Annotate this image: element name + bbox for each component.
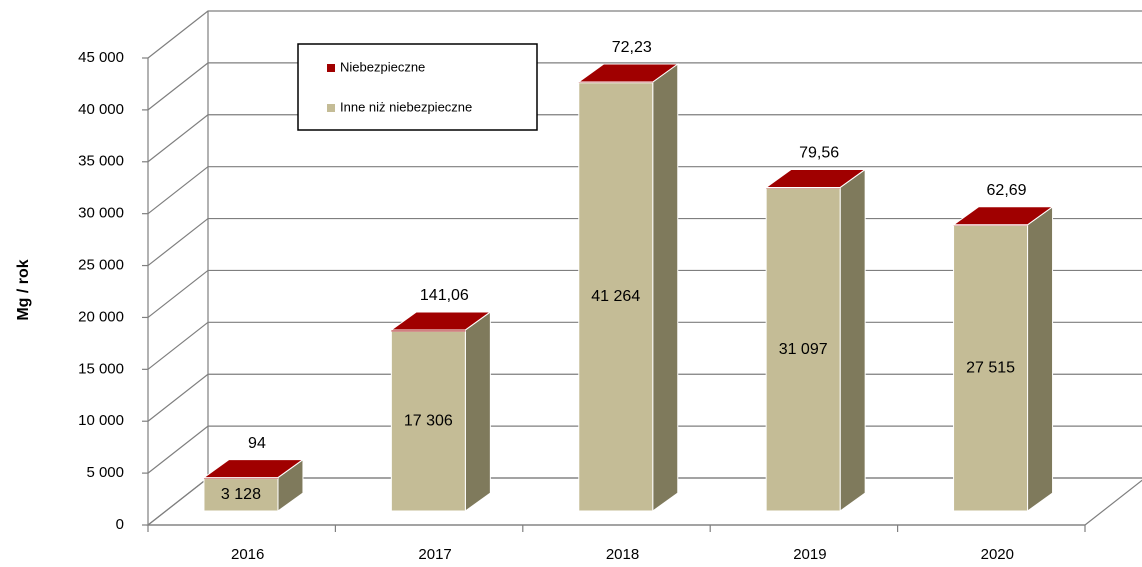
y-axis-label: Mg / rok: [15, 259, 32, 320]
y-tick-label: 30 000: [78, 205, 124, 222]
value-label: 79,56: [799, 145, 839, 162]
legend-swatch: [327, 64, 335, 72]
bar-top: [764, 168, 867, 188]
x-tick-label: 2020: [981, 546, 1014, 563]
value-label: 3 128: [221, 486, 261, 503]
legend-swatch: [327, 104, 335, 112]
x-tick-label: 2018: [606, 546, 639, 563]
value-label: 17 306: [404, 412, 453, 429]
value-label: 141,06: [420, 287, 469, 304]
value-label: 62,69: [987, 182, 1027, 199]
grid-line: [147, 114, 1142, 163]
bar-side: [1027, 205, 1054, 512]
value-label: 27 515: [966, 359, 1015, 376]
value-label: 41 264: [591, 288, 640, 305]
y-tick-label: 40 000: [78, 101, 124, 118]
grid-line: [147, 10, 1142, 59]
y-tick-label: 20 000: [78, 308, 124, 325]
y-tick-label: 35 000: [78, 153, 124, 170]
value-label: 72,23: [612, 39, 652, 56]
bar: [203, 478, 279, 512]
bar-top: [202, 459, 305, 479]
x-tick-label: 2017: [418, 546, 451, 563]
bar: [765, 187, 841, 512]
x-tick-label: 2016: [231, 546, 264, 563]
y-tick-label: 0: [116, 516, 124, 533]
y-tick-label: 10 000: [78, 412, 124, 429]
legend-label: Inne niż niebezpieczne: [340, 99, 472, 114]
value-label: 94: [248, 435, 266, 452]
bar: [391, 329, 466, 332]
bar-side: [652, 63, 679, 512]
value-label: 31 097: [779, 341, 828, 358]
bar-side: [839, 168, 866, 512]
bar-top: [952, 206, 1055, 226]
y-tick-label: 45 000: [78, 49, 124, 66]
bar: [953, 224, 1029, 512]
bar-side: [464, 310, 491, 512]
legend-box: [297, 43, 538, 131]
bar: [578, 82, 654, 512]
legend-label: Niebezpieczne: [340, 59, 425, 74]
grid-line: [147, 62, 1142, 111]
x-tick-label: 2019: [793, 546, 826, 563]
grid-line: [147, 166, 1142, 215]
y-tick-label: 15 000: [78, 360, 124, 377]
bar-top: [389, 311, 492, 331]
bar-top: [577, 63, 680, 83]
bar: [390, 330, 466, 512]
y-tick-label: 25 000: [78, 257, 124, 274]
y-tick-label: 5 000: [86, 464, 124, 481]
